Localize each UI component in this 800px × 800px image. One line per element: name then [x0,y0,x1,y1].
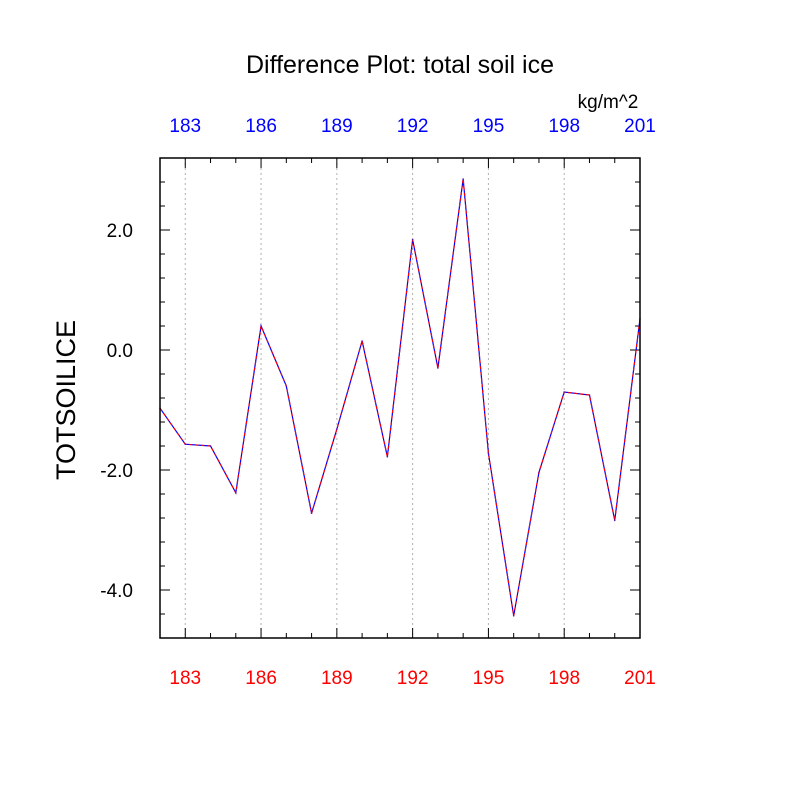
y-tick-label: -2.0 [100,461,133,482]
data-point [462,178,464,180]
y-tick-label: 2.0 [107,221,133,242]
x-tick-label-bottom: 195 [473,668,505,689]
y-axis-label: TOTSOILICE [51,320,81,480]
data-point [487,452,490,455]
data-point [310,512,313,514]
series-line [159,178,641,616]
data-point [285,385,288,387]
x-tick-label-bottom: 198 [548,668,580,689]
data-point [361,340,363,342]
data-point [538,471,540,474]
data-point [234,492,237,494]
plot-frame [159,157,641,639]
data-point [588,394,591,396]
tick-labels: 2.0 0.0 -2.0 -4.0 183 183 186 186 189 189 192 192 19… [100,116,656,689]
x-tick-label-bottom: 186 [245,668,277,689]
data-point [386,456,389,458]
axis-ticks [159,157,641,639]
units-label: kg/m^2 [578,92,639,113]
data-point [411,238,414,241]
y-tick-label: -4.0 [100,581,133,602]
data-point [437,367,439,369]
x-tick-label-top: 186 [245,116,277,137]
x-tick-label-top: 192 [397,116,429,137]
x-tick-label-bottom: 183 [169,668,201,689]
series-line-base [159,178,641,616]
x-tick-label-top: 183 [169,116,201,137]
x-tick-label-top: 189 [321,116,353,137]
x-tick-label-top: 201 [624,116,656,137]
gridlines [184,158,641,638]
x-tick-label-bottom: 192 [397,668,429,689]
x-tick-label-top: 195 [473,116,505,137]
x-tick-label-top: 198 [548,116,580,137]
y-tick-label: 0.0 [107,341,133,362]
data-point [184,443,187,446]
x-tick-label-bottom: 201 [624,668,656,689]
data-point [613,519,616,522]
data-point [512,615,515,617]
x-tick-label-bottom: 189 [321,668,353,689]
chart-title: Difference Plot: total soil ice [246,51,554,79]
data-point [336,428,338,431]
data-point [209,445,212,447]
data-point [260,325,262,327]
series-layer [159,178,641,617]
data-point [563,391,566,393]
